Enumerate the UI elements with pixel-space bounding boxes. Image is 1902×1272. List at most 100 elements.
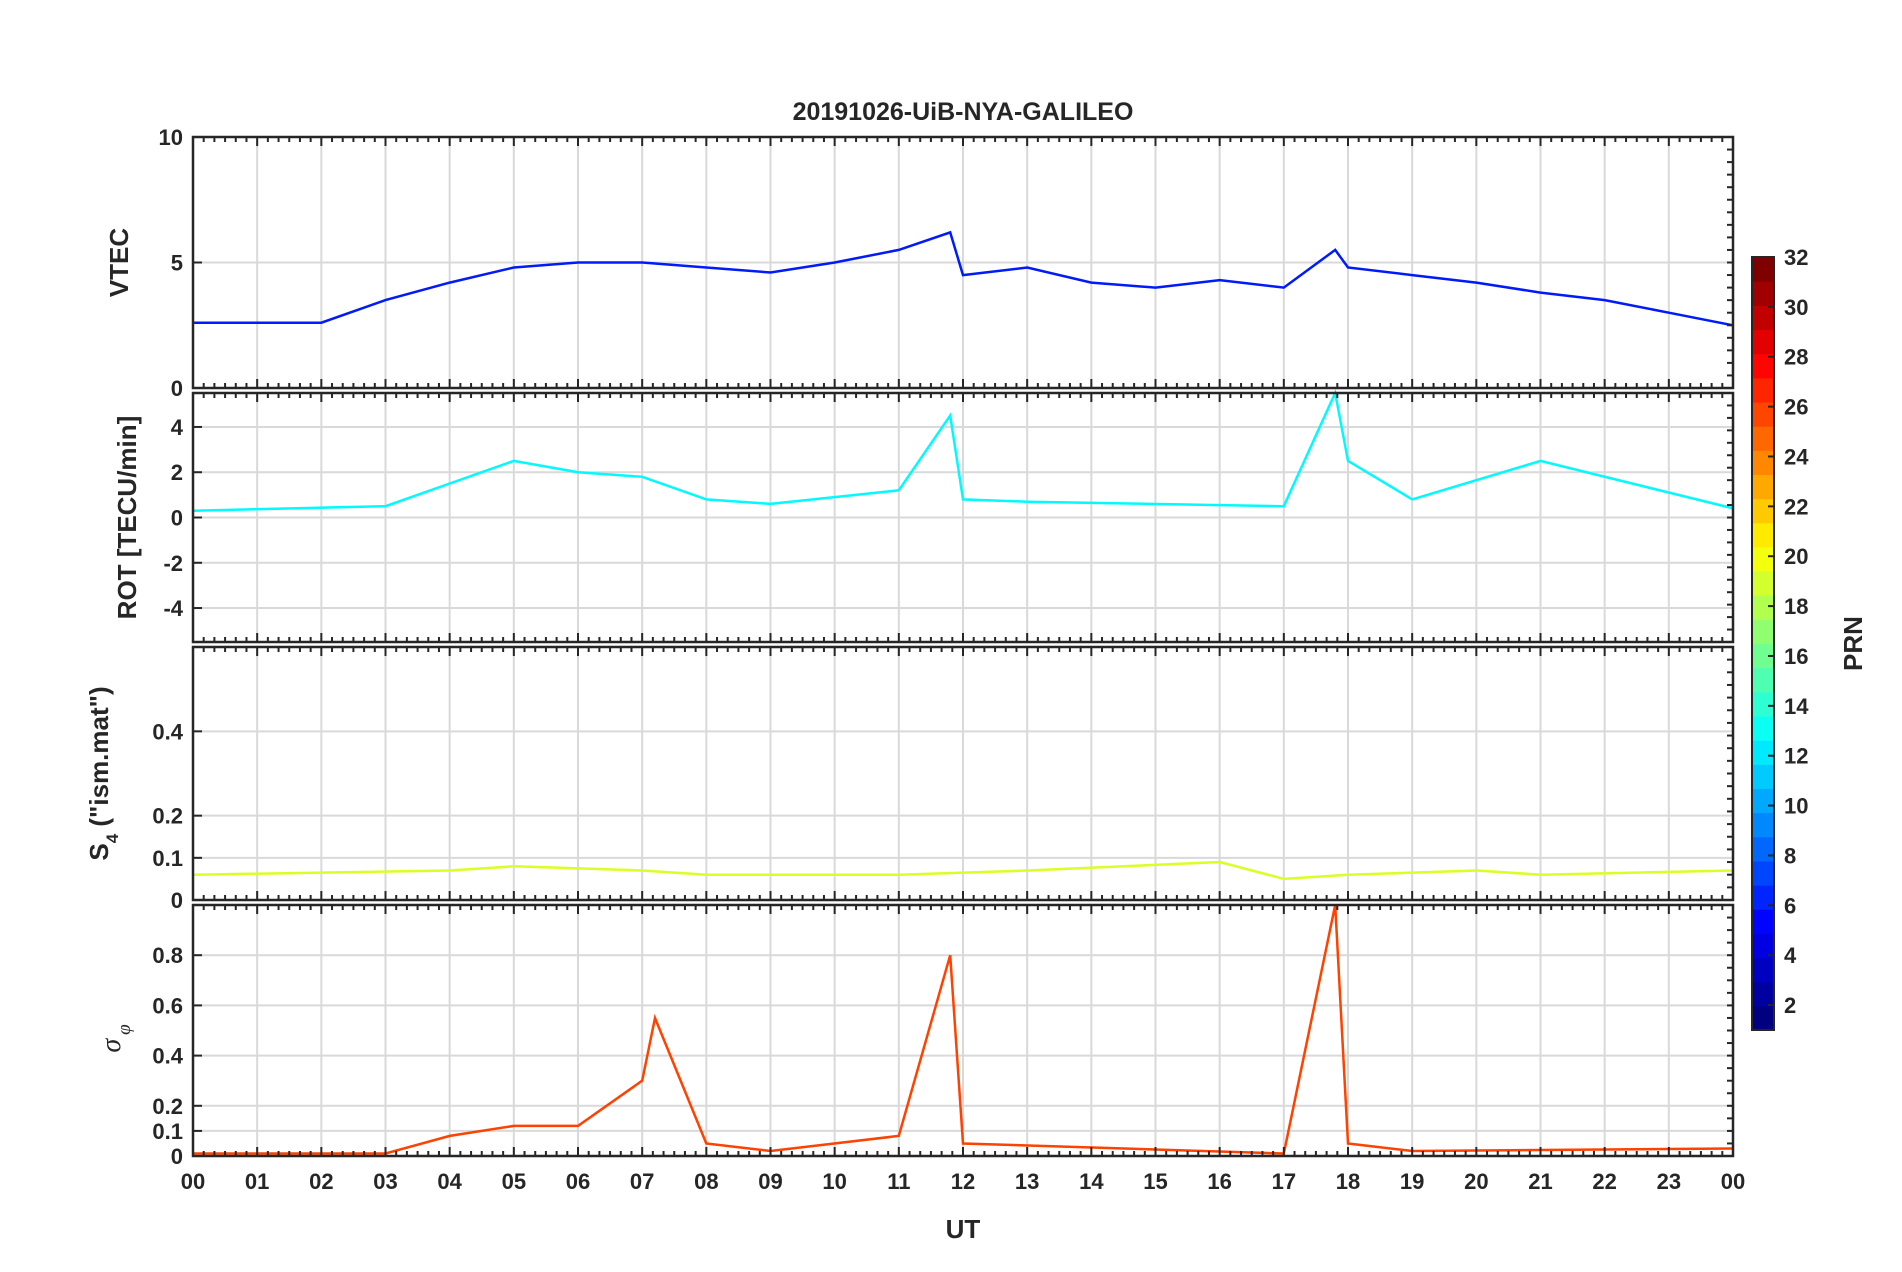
colorbar-swatch: [1752, 571, 1774, 596]
x-tick-label: 16: [1207, 1169, 1231, 1194]
x-tick-label: 15: [1143, 1169, 1167, 1194]
axes-box: [191, 645, 1735, 902]
colorbar-swatch: [1752, 353, 1774, 379]
colorbar-swatch: [1752, 957, 1774, 983]
colorbar-swatch: [1752, 546, 1774, 572]
y-tick-label: 0.8: [152, 943, 183, 968]
colorbar-swatch: [1752, 981, 1774, 1007]
colorbar-tick-label: 6: [1784, 893, 1796, 918]
panel-rot: -4 -2 0 2 4 ROT [TECU/min]: [112, 388, 1735, 644]
y-tick-label: 5: [171, 251, 183, 276]
colorbar-tick-label: 8: [1784, 843, 1796, 868]
x-tick-label: 14: [1079, 1169, 1104, 1194]
series-line-rot: [192, 388, 1734, 512]
colorbar-tick-label: 22: [1784, 494, 1808, 519]
x-tick-label: 21: [1528, 1169, 1552, 1194]
colorbar-swatch: [1752, 691, 1774, 717]
y-tick-label: 0: [171, 376, 183, 401]
y-tick-label: 0: [171, 1144, 183, 1169]
colorbar-tick-label: 20: [1784, 544, 1808, 569]
y-tick-label: 0.1: [152, 846, 183, 871]
y-tick-label: 2: [171, 460, 183, 485]
axes-box: [191, 903, 1735, 1158]
colorbar-tick-label: 12: [1784, 744, 1808, 769]
y-axis-label: ROT [TECU/min]: [112, 416, 142, 620]
colorbar-swatch: [1752, 885, 1774, 910]
y-tick-label: 10: [159, 125, 183, 150]
colorbar-swatch: [1752, 619, 1774, 645]
colorbar-swatch: [1752, 281, 1774, 306]
y-tick-label: 0.2: [152, 1094, 183, 1119]
series-line-s4: [192, 860, 1734, 881]
y-tick-label: 0.1: [152, 1119, 183, 1144]
colorbar-tick-label: 26: [1784, 395, 1808, 420]
y-axis-label-main: S: [84, 843, 114, 860]
axes-box: [191, 391, 1735, 644]
y-axis-label: S4 ("ism.mat"): [84, 686, 122, 860]
colorbar-swatch: [1752, 812, 1774, 838]
colorbar-swatch: [1752, 933, 1774, 959]
colorbar-swatch: [1752, 715, 1774, 741]
colorbar-swatch: [1752, 643, 1774, 669]
colorbar-swatch: [1752, 740, 1774, 765]
colorbar-swatch: [1752, 788, 1774, 814]
y-axis-label-sub: 4: [103, 833, 122, 843]
colorbar-tick-label: 4: [1784, 943, 1797, 968]
panel-vtec: 0 5 10 VTEC: [104, 125, 1735, 401]
x-tick-label: 12: [951, 1169, 975, 1194]
colorbar-tick-label: 2: [1784, 993, 1796, 1018]
colorbar-swatch: [1752, 667, 1774, 693]
y-tick-label: 0.6: [152, 993, 183, 1018]
colorbar-tick-label: 32: [1784, 245, 1808, 270]
colorbar-tick-label: 16: [1784, 644, 1808, 669]
x-tick-label: 19: [1400, 1169, 1424, 1194]
y-tick-label: 0.4: [152, 1044, 183, 1069]
colorbar-swatch: [1752, 595, 1774, 620]
x-tick-label: 00: [181, 1169, 205, 1194]
colorbar-swatch: [1752, 401, 1774, 427]
x-tick-label: 22: [1592, 1169, 1616, 1194]
colorbar-swatch: [1752, 860, 1774, 886]
panel-s4: 0 0.1 0.2 0.4 S4 ("ism.mat"): [84, 645, 1735, 913]
colorbar-tick-label: 28: [1784, 345, 1808, 370]
colorbar-frame: [1751, 256, 1775, 1031]
x-tick-label: 18: [1336, 1169, 1360, 1194]
x-tick-label: 04: [437, 1169, 462, 1194]
y-axis-label-rest: ("ism.mat"): [84, 686, 114, 833]
panel-sigma_phi: 00.10.2 0.4 0.6 0.8 σφ: [96, 903, 1735, 1169]
colorbar-swatch: [1752, 377, 1774, 403]
x-axis-label: UT: [946, 1214, 981, 1244]
colorbar-swatch: [1752, 909, 1774, 934]
x-tick-label: 00: [1721, 1169, 1745, 1194]
colorbar-tick-label: 18: [1784, 594, 1808, 619]
x-tick-label: 11: [887, 1169, 910, 1194]
y-axis-label-main: σ: [96, 1038, 127, 1053]
y-tick-label: 0.4: [152, 719, 183, 744]
y-tick-label: -2: [163, 551, 183, 576]
colorbar-swatch: [1752, 474, 1774, 500]
x-tick-label: 06: [566, 1169, 590, 1194]
colorbar-swatch: [1752, 522, 1774, 548]
chart-title: 20191026-UiB-NYA-GALILEO: [793, 98, 1134, 126]
colorbar-tick-label: 10: [1784, 794, 1808, 819]
colorbar-swatch: [1752, 1005, 1774, 1031]
x-tick-label: 17: [1272, 1169, 1296, 1194]
colorbar-swatch: [1752, 498, 1774, 524]
colorbar-swatch: [1752, 329, 1774, 355]
colorbar-tick-label: 30: [1784, 295, 1808, 320]
y-tick-label: -4: [163, 596, 183, 621]
colorbar-swatch: [1752, 764, 1774, 790]
y-tick-label: 4: [171, 415, 184, 440]
x-tick-label: 07: [630, 1169, 654, 1194]
axes-box: [191, 135, 1735, 390]
x-tick-label: 05: [502, 1169, 526, 1194]
x-tick-label: 02: [309, 1169, 333, 1194]
colorbar-label: PRN: [1838, 616, 1868, 671]
x-tick-label: 10: [822, 1169, 846, 1194]
y-tick-label: 0: [171, 888, 183, 913]
colorbar-swatch: [1752, 305, 1774, 331]
x-tick-label: 13: [1015, 1169, 1039, 1194]
